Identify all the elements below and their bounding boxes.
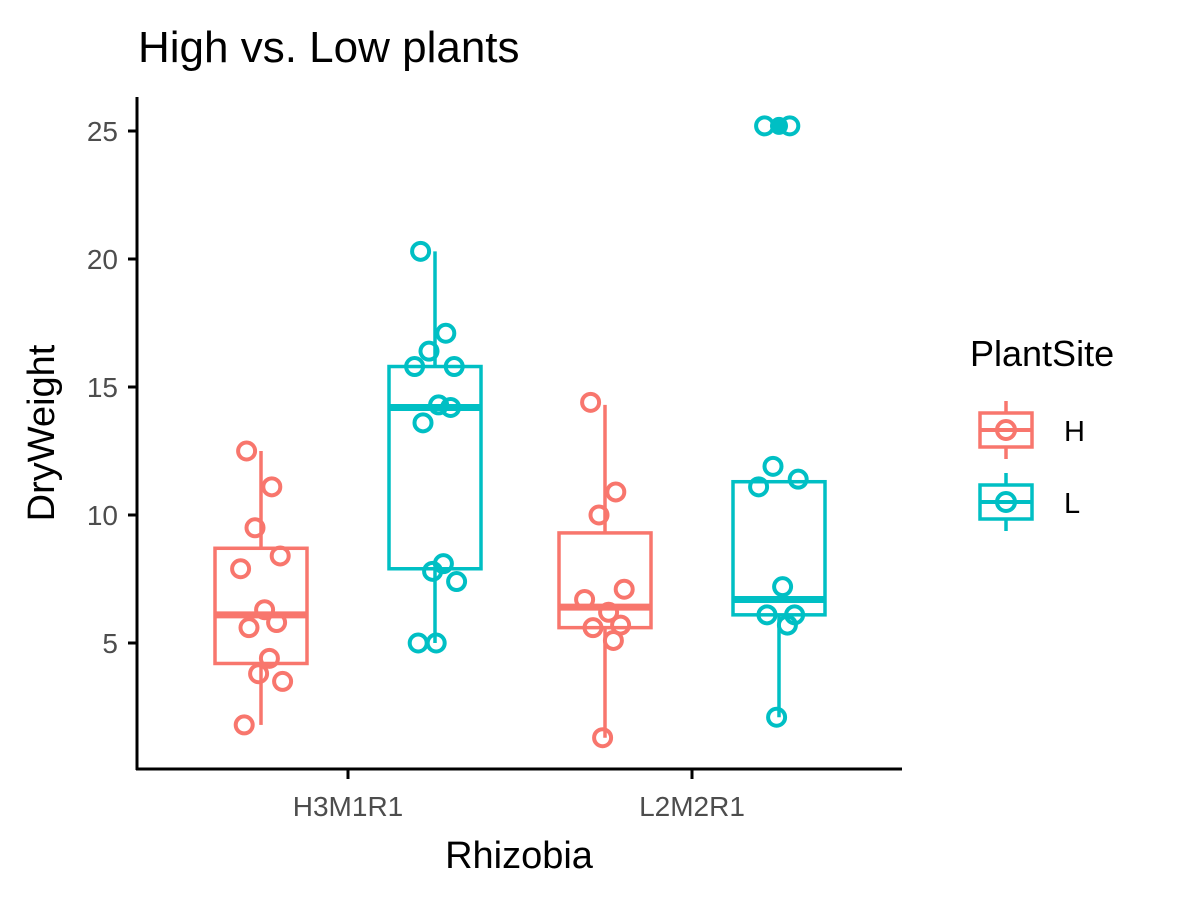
box-H-H3M1R1 (213, 440, 309, 736)
y-axis-title: DryWeight (21, 344, 63, 521)
data-point (266, 612, 288, 634)
data-point (410, 240, 432, 262)
data-point (613, 578, 635, 600)
data-point (422, 560, 444, 582)
data-point (754, 115, 776, 137)
legend-title: PlantSite (970, 333, 1114, 374)
box-H-L2M2R1 (557, 391, 653, 749)
data-point (272, 670, 294, 692)
box-body (557, 531, 653, 630)
data-point (766, 706, 788, 728)
data-point (261, 476, 283, 498)
data-point (233, 714, 255, 736)
data-point (602, 629, 624, 651)
x-axis-title: Rhizobia (445, 835, 594, 877)
data-point (588, 504, 610, 526)
data-point (404, 356, 426, 378)
data-point (580, 391, 602, 413)
data-point (248, 663, 270, 685)
data-point (787, 468, 809, 490)
box-body (731, 479, 827, 617)
data-point (425, 632, 447, 654)
data-point (762, 455, 784, 477)
data-point (269, 545, 291, 567)
y-tick-label: 10 (87, 500, 118, 531)
data-point (412, 412, 434, 434)
chart-title: High vs. Low plants (138, 23, 520, 72)
data-point (258, 647, 280, 669)
data-point (428, 394, 450, 416)
data-point (756, 604, 778, 626)
y-tick-label: 20 (87, 244, 118, 275)
data-point (592, 727, 614, 749)
data-point (254, 599, 276, 621)
box-body (213, 546, 309, 666)
data-point (779, 115, 801, 137)
y-axis-ticks: 5 10 15 20 25 (87, 116, 137, 659)
legend-key-L: L (978, 473, 1080, 531)
legend-label: L (1064, 488, 1080, 520)
y-tick-label: 15 (87, 372, 118, 403)
y-tick-label: 25 (87, 116, 118, 147)
x-axis-ticks: H3M1R1 L2M2R1 (293, 769, 745, 822)
data-point (776, 614, 798, 636)
data-point (582, 617, 604, 639)
data-point (598, 601, 620, 623)
data-point (238, 617, 260, 639)
data-point (435, 322, 457, 344)
plot-area (213, 115, 827, 749)
data-point (446, 571, 468, 593)
data-point (574, 588, 596, 610)
data-point (605, 481, 627, 503)
data-point (748, 476, 770, 498)
box-L-L2M2R1 (731, 115, 827, 728)
legend-key-H: H (978, 401, 1085, 459)
x-tick-label: H3M1R1 (293, 791, 403, 822)
data-point (440, 396, 462, 418)
legend-label: H (1064, 416, 1085, 448)
data-point (244, 517, 266, 539)
data-point (418, 340, 440, 362)
legend: PlantSite H L (970, 333, 1114, 531)
box-L-H3M1R1 (387, 240, 483, 654)
data-point (407, 632, 429, 654)
data-point (230, 558, 252, 580)
data-point (772, 576, 794, 598)
data-point (443, 356, 465, 378)
data-point (236, 440, 258, 462)
x-tick-label: L2M2R1 (639, 791, 745, 822)
y-tick-label: 5 (102, 628, 118, 659)
